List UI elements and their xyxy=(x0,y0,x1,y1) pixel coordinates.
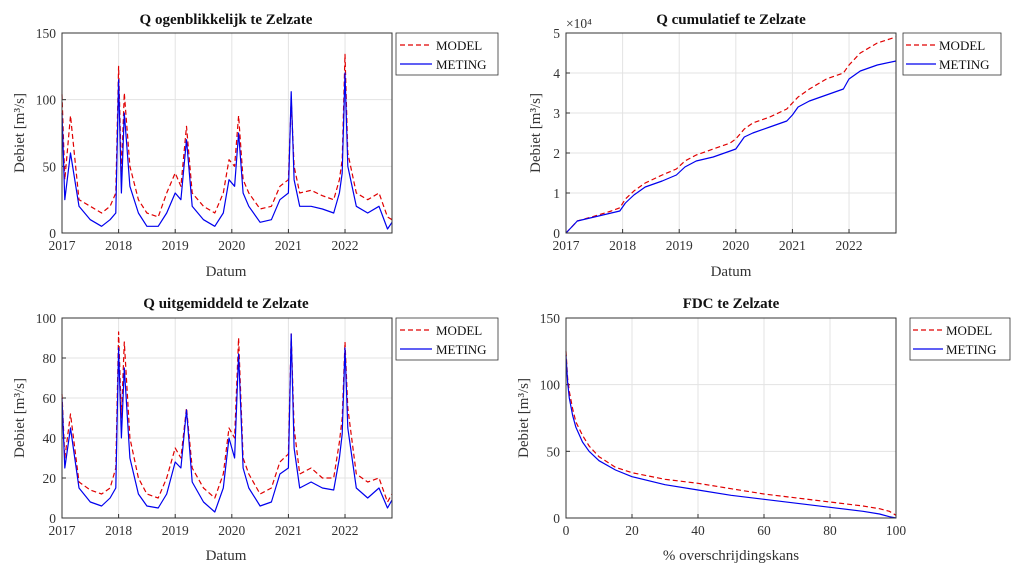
x-axis-label: Datum xyxy=(711,264,752,280)
y-tick-label: 100 xyxy=(540,378,561,393)
x-tick-label: 60 xyxy=(757,523,771,538)
x-axis-label: % overschrijdingskans xyxy=(663,548,799,564)
y-tick-label: 20 xyxy=(43,471,57,486)
x-tick-label: 2021 xyxy=(275,523,302,538)
series-line-meting xyxy=(565,60,897,234)
x-tick-label: 0 xyxy=(563,523,570,538)
legend-model-label: MODEL xyxy=(946,323,992,338)
legend-meting-label: METING xyxy=(436,342,487,357)
x-tick-label: 2019 xyxy=(162,523,189,538)
chart-title: Q ogenblikkelijk te Zelzate xyxy=(140,12,313,28)
series-line-meting xyxy=(565,355,897,519)
panel-q-instant: Q ogenblikkelijk te Zelzate 2017 2018 2019… xyxy=(12,12,499,280)
y-tick-label: 50 xyxy=(43,159,57,174)
x-tick-label: 2021 xyxy=(275,238,302,253)
legend-box xyxy=(395,317,499,361)
x-tick-label: 40 xyxy=(691,523,705,538)
x-tick-label: 2017 xyxy=(553,238,580,253)
legend[interactable]: MODEL METING xyxy=(395,32,499,76)
series-line-meting xyxy=(61,333,393,513)
x-tick-label: 100 xyxy=(886,523,907,538)
panel-fdc: FDC te Zelzate 0 20 40 60 80 100 0 50 100 150 % o… xyxy=(516,296,1011,564)
legend-meting-label: METING xyxy=(946,342,997,357)
gridlines xyxy=(565,317,897,519)
legend[interactable]: MODEL METING xyxy=(909,317,1011,361)
legend-box xyxy=(902,32,1002,76)
x-tick-label: 2021 xyxy=(779,238,806,253)
y-tick-label: 50 xyxy=(547,444,561,459)
y-tick-label: 150 xyxy=(36,26,57,41)
plot-frame xyxy=(61,317,393,519)
plot-frame xyxy=(565,317,897,519)
legend[interactable]: MODEL METING xyxy=(395,317,499,361)
legend-model-label: MODEL xyxy=(436,38,482,53)
x-tick-label: 80 xyxy=(823,523,837,538)
x-tick-label: 2018 xyxy=(105,238,132,253)
panel-q-cumul: Q cumulatief te Zelzate ×10⁴ 2017 2018 201… xyxy=(528,12,1002,280)
y-tick-label: 4 xyxy=(553,66,560,81)
x-tick-label: 2022 xyxy=(332,523,359,538)
y-tick-label: 60 xyxy=(43,391,57,406)
x-tick-label: 2018 xyxy=(105,523,132,538)
x-tick-label: 2018 xyxy=(609,238,636,253)
x-tick-label: 2017 xyxy=(49,523,76,538)
y-tick-label: 100 xyxy=(36,93,57,108)
plot-frame xyxy=(61,32,393,234)
y-multiplier-label: ×10⁴ xyxy=(566,16,592,31)
series-line-model xyxy=(565,36,897,234)
x-tick-label: 2022 xyxy=(836,238,863,253)
plot-frame xyxy=(565,32,897,234)
y-tick-label: 3 xyxy=(553,106,560,121)
legend-meting-label: METING xyxy=(939,57,990,72)
series-lines xyxy=(61,53,393,230)
series-lines xyxy=(61,331,393,513)
y-tick-label: 0 xyxy=(553,511,560,526)
y-tick-label: 0 xyxy=(553,226,560,241)
legend[interactable]: MODEL METING xyxy=(902,32,1002,76)
y-tick-label: 100 xyxy=(36,311,57,326)
x-tick-label: 2020 xyxy=(218,523,245,538)
legend-box xyxy=(909,317,1011,361)
chart-title: Q cumulatief te Zelzate xyxy=(656,12,806,28)
gridlines xyxy=(565,32,896,234)
y-tick-label: 40 xyxy=(43,431,57,446)
chart-title: Q uitgemiddeld te Zelzate xyxy=(143,296,309,312)
y-axis-label: Debiet [m³/s] xyxy=(12,93,28,173)
y-axis-label: Debiet [m³/s] xyxy=(528,93,544,173)
y-tick-label: 150 xyxy=(540,311,561,326)
tick-labels: 2017 2018 2019 2020 2021 2022 0 50 100 150 xyxy=(36,26,359,253)
y-axis-label: Debiet [m³/s] xyxy=(516,378,532,458)
series-lines xyxy=(565,351,897,519)
chart-title: FDC te Zelzate xyxy=(683,296,780,312)
x-tick-label: 20 xyxy=(625,523,639,538)
y-tick-label: 80 xyxy=(43,351,57,366)
series-line-model xyxy=(565,351,897,516)
x-tick-label: 2020 xyxy=(218,238,245,253)
series-lines xyxy=(565,36,897,234)
x-axis-label: Datum xyxy=(206,264,247,280)
legend-model-label: MODEL xyxy=(436,323,482,338)
y-tick-label: 0 xyxy=(49,511,56,526)
tick-labels: 2017 2018 2019 2020 2021 2022 0 1 2 3 4 5 xyxy=(553,26,863,253)
y-tick-label: 2 xyxy=(553,146,560,161)
tick-labels: 0 20 40 60 80 100 0 50 100 150 xyxy=(540,311,907,538)
y-axis-label: Debiet [m³/s] xyxy=(12,378,28,458)
x-tick-label: 2020 xyxy=(722,238,749,253)
legend-box xyxy=(395,32,499,76)
x-tick-label: 2019 xyxy=(162,238,189,253)
y-tick-label: 0 xyxy=(49,226,56,241)
series-line-meting xyxy=(61,72,393,230)
x-axis-label: Datum xyxy=(206,548,247,564)
legend-meting-label: METING xyxy=(436,57,487,72)
x-tick-label: 2022 xyxy=(332,238,359,253)
y-tick-label: 5 xyxy=(553,26,560,41)
tick-labels: 2017 2018 2019 2020 2021 2022 0 20 40 60 80 100 xyxy=(36,311,359,538)
panel-q-avg: Q uitgemiddeld te Zelzate 2017 2018 2019 20… xyxy=(12,296,499,564)
x-tick-label: 2019 xyxy=(666,238,693,253)
y-tick-label: 1 xyxy=(553,186,560,201)
legend-model-label: MODEL xyxy=(939,38,985,53)
x-tick-label: 2017 xyxy=(49,238,76,253)
